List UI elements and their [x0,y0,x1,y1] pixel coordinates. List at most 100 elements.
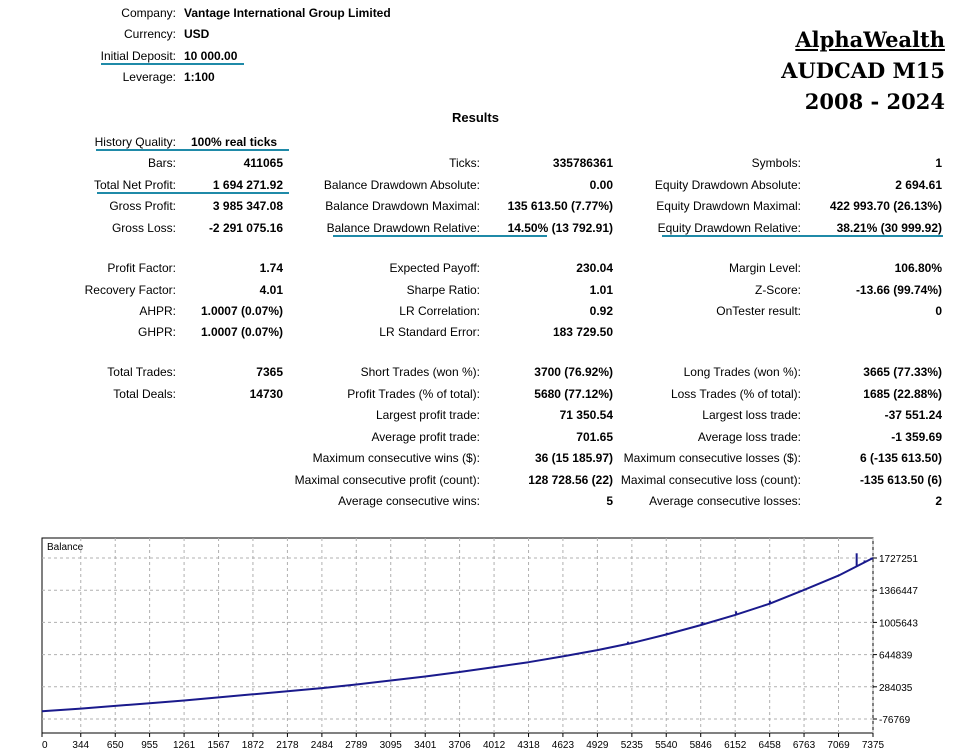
col2-label-lr-std-error: LR Standard Error: [379,325,480,339]
col2-value-largest-profit: 71 350.54 [559,408,613,422]
col2-label-avg-consec-wins: Average consecutive wins: [338,494,480,508]
col2-value-average-profit: 701.65 [576,430,613,444]
col2-label-ticks: Ticks: [449,156,480,170]
x-tick-label: 7069 [827,740,850,751]
chart-plot-frame [41,537,874,734]
col1-value-profit-factor: 1.74 [259,261,283,275]
col3-value-long-trades: 3665 (77.33%) [863,365,942,379]
col2-value-avg-consec-wins: 5 [606,494,613,508]
col1-label-gross-profit: Gross Profit: [109,199,176,213]
initial-deposit-value: 10 000.00 [184,49,238,63]
col3-value-maximal-consec-loss: -135 613.50 (6) [859,473,942,487]
y-tick-label: -76769 [879,715,911,726]
y-tick-label: 1005643 [879,618,918,629]
history-quality-underline [96,149,289,151]
col2-value-lr-std-error: 183 729.50 [552,325,613,339]
col3-label-max-consec-losses: Maximum consecutive losses ($): [623,451,801,465]
balance-series-line [41,557,874,713]
col3-value-loss-trades: 1685 (22.88%) [863,387,942,401]
initial-deposit-label: Initial Deposit: [100,49,176,63]
x-tick-label: 650 [107,740,124,751]
x-tick-label: 4318 [517,740,540,751]
x-tick-label: 7375 [862,740,885,751]
col1-value-total-trades: 7365 [256,365,283,379]
col1-value-gross-profit: 3 985 347.08 [212,199,283,213]
col3-value-equity-dd-rel: 38.21% (30 999.92) [836,221,942,235]
total-net-profit-underline [97,192,289,194]
col2-value-max-consec-wins: 36 (15 185.97) [534,451,613,465]
x-tick-label: 4929 [586,740,609,751]
col1-value-recovery-factor: 4.01 [259,283,283,297]
x-tick-label: 6152 [724,740,747,751]
x-tick-label: 1872 [242,740,265,751]
col2-label-balance-dd-abs: Balance Drawdown Absolute: [323,178,480,192]
col2-value-ticks: 335786361 [552,156,613,170]
col1-label-ghpr: GHPR: [137,325,176,339]
y-tick-label: 284035 [879,683,913,694]
col2-label-max-consec-wins: Maximum consecutive wins ($): [312,451,480,465]
col1-label-gross-loss: Gross Loss: [111,221,176,235]
col3-label-symbols: Symbols: [751,156,801,170]
col1-label-total-net-profit: Total Net Profit: [93,178,176,192]
col1-label-bars: Bars: [147,156,176,170]
x-tick-label: 0 [42,740,48,751]
col3-label-average-loss: Average loss trade: [697,430,801,444]
col2-value-lr-correlation: 0.92 [589,304,613,318]
x-tick-label: 4623 [552,740,575,751]
y-tick-label: 1727251 [879,554,918,565]
equity-dd-rel-underline [662,235,943,237]
x-tick-label: 6458 [759,740,782,751]
col2-value-balance-dd-max: 135 613.50 (7.77%) [507,199,613,213]
col1-value-ahpr: 1.0007 (0.07%) [200,304,283,318]
results-title: Results [452,110,499,125]
col3-value-ontester: 0 [935,304,942,318]
col3-label-equity-dd-max: Equity Drawdown Maximal: [656,199,801,213]
col3-value-margin-level: 106.80% [894,261,942,275]
x-tick-label: 5235 [621,740,644,751]
balance-chart: Balance 0 344 650 955 1261 1567 1872 2178 2484 27… [41,537,918,751]
col3-label-largest-loss: Largest loss trade: [702,408,801,422]
x-tick-label: 955 [141,740,158,751]
col1-label-recovery-factor: Recovery Factor: [84,283,176,297]
x-tick-label: 3095 [380,740,403,751]
col2-value-sharpe: 1.01 [589,283,613,297]
brand-symbol: AUDCAD M15 [781,58,945,83]
brand-period: 2008 - 2024 [804,89,945,114]
col2-value-balance-dd-abs: 0.00 [589,178,613,192]
brand-name: AlphaWealth [795,27,945,52]
x-tick-label: 2789 [345,740,368,751]
col2-label-sharpe: Sharpe Ratio: [406,283,480,297]
col3-value-max-consec-losses: 6 (-135 613.50) [859,451,942,465]
x-tick-label: 6763 [793,740,816,751]
company-label: Company: [121,6,176,20]
x-tick-label: 2178 [276,740,299,751]
col3-label-equity-dd-rel: Equity Drawdown Relative: [657,221,801,235]
x-tick-label: 5846 [690,740,713,751]
col3-value-z-score: -13.66 (99.74%) [855,283,942,297]
col2-value-expected-payoff: 230.04 [576,261,613,275]
currency-value: USD [184,27,210,41]
col3-label-margin-level: Margin Level: [728,261,801,275]
col1-value-total-net-profit: 1 694 271.92 [212,178,283,192]
col3-value-largest-loss: -37 551.24 [884,408,942,422]
col2-label-average-profit: Average profit trade: [371,430,480,444]
col2-label-expected-payoff: Expected Payoff: [389,261,480,275]
col3-value-avg-consec-losses: 2 [935,494,942,508]
col2-label-largest-profit: Largest profit trade: [375,408,480,422]
chart-title: Balance [47,542,84,553]
x-tick-label: 3706 [448,740,471,751]
col3-value-symbols: 1 [935,156,942,170]
x-tick-label: 5540 [655,740,678,751]
col1-label-profit-factor: Profit Factor: [107,261,176,275]
balance-dd-rel-underline [333,235,547,237]
col3-value-equity-dd-max: 422 993.70 (26.13%) [829,199,942,213]
col2-label-short-trades: Short Trades (won %): [360,365,480,379]
col2-label-maximal-consec-profit: Maximal consecutive profit (count): [294,473,480,487]
col2-label-balance-dd-rel: Balance Drawdown Relative: [326,221,480,235]
currency-label: Currency: [123,27,176,41]
initial-deposit-underline [101,63,244,65]
col1-label-ahpr: AHPR: [139,304,176,318]
col2-label-balance-dd-max: Balance Drawdown Maximal: [325,199,480,213]
x-tick-label: 1261 [173,740,196,751]
x-tick-label: 1567 [207,740,230,751]
